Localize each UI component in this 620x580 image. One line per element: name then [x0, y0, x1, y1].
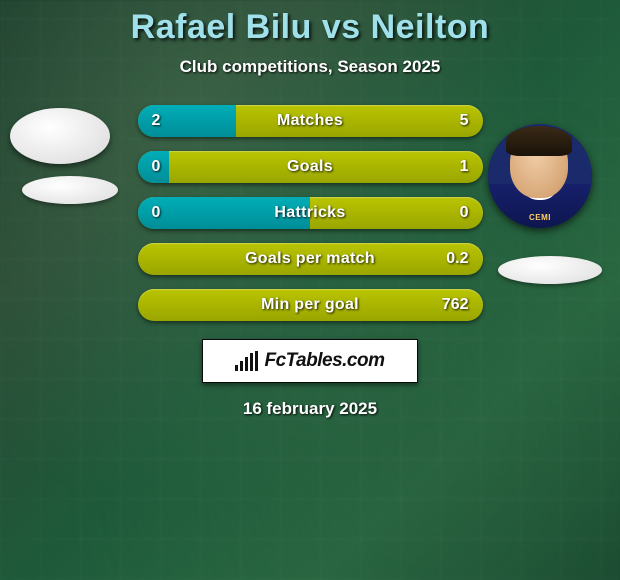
source-logo: FcTables.com: [202, 339, 418, 383]
stat-value-right: 0: [460, 197, 469, 229]
stat-value-right: 5: [460, 105, 469, 137]
stat-value-right: 0.2: [446, 243, 468, 275]
stat-label: Min per goal: [138, 289, 483, 321]
logo-text: FcTables.com: [264, 350, 384, 372]
stat-value-right: 1: [460, 151, 469, 183]
stat-row-hattricks: 0 Hattricks 0: [138, 197, 483, 229]
stat-row-goals: 0 Goals 1: [138, 151, 483, 183]
page-title: Rafael Bilu vs Neilton: [0, 0, 620, 47]
stat-row-min-per-goal: Min per goal 762: [138, 289, 483, 321]
stat-label: Goals per match: [138, 243, 483, 275]
stat-row-matches: 2 Matches 5: [138, 105, 483, 137]
subtitle: Club competitions, Season 2025: [0, 57, 620, 77]
stat-label: Goals: [138, 151, 483, 183]
comparison-infographic: Rafael Bilu vs Neilton Club competitions…: [0, 0, 620, 580]
logo-bars-icon: [235, 351, 258, 371]
stat-label: Hattricks: [138, 197, 483, 229]
stats-area: 2 Matches 5 0 Goals 1 0 Hattricks 0 Goal…: [0, 105, 620, 321]
stat-value-right: 762: [442, 289, 469, 321]
stat-label: Matches: [138, 105, 483, 137]
date-label: 16 february 2025: [0, 399, 620, 419]
stat-row-goals-per-match: Goals per match 0.2: [138, 243, 483, 275]
